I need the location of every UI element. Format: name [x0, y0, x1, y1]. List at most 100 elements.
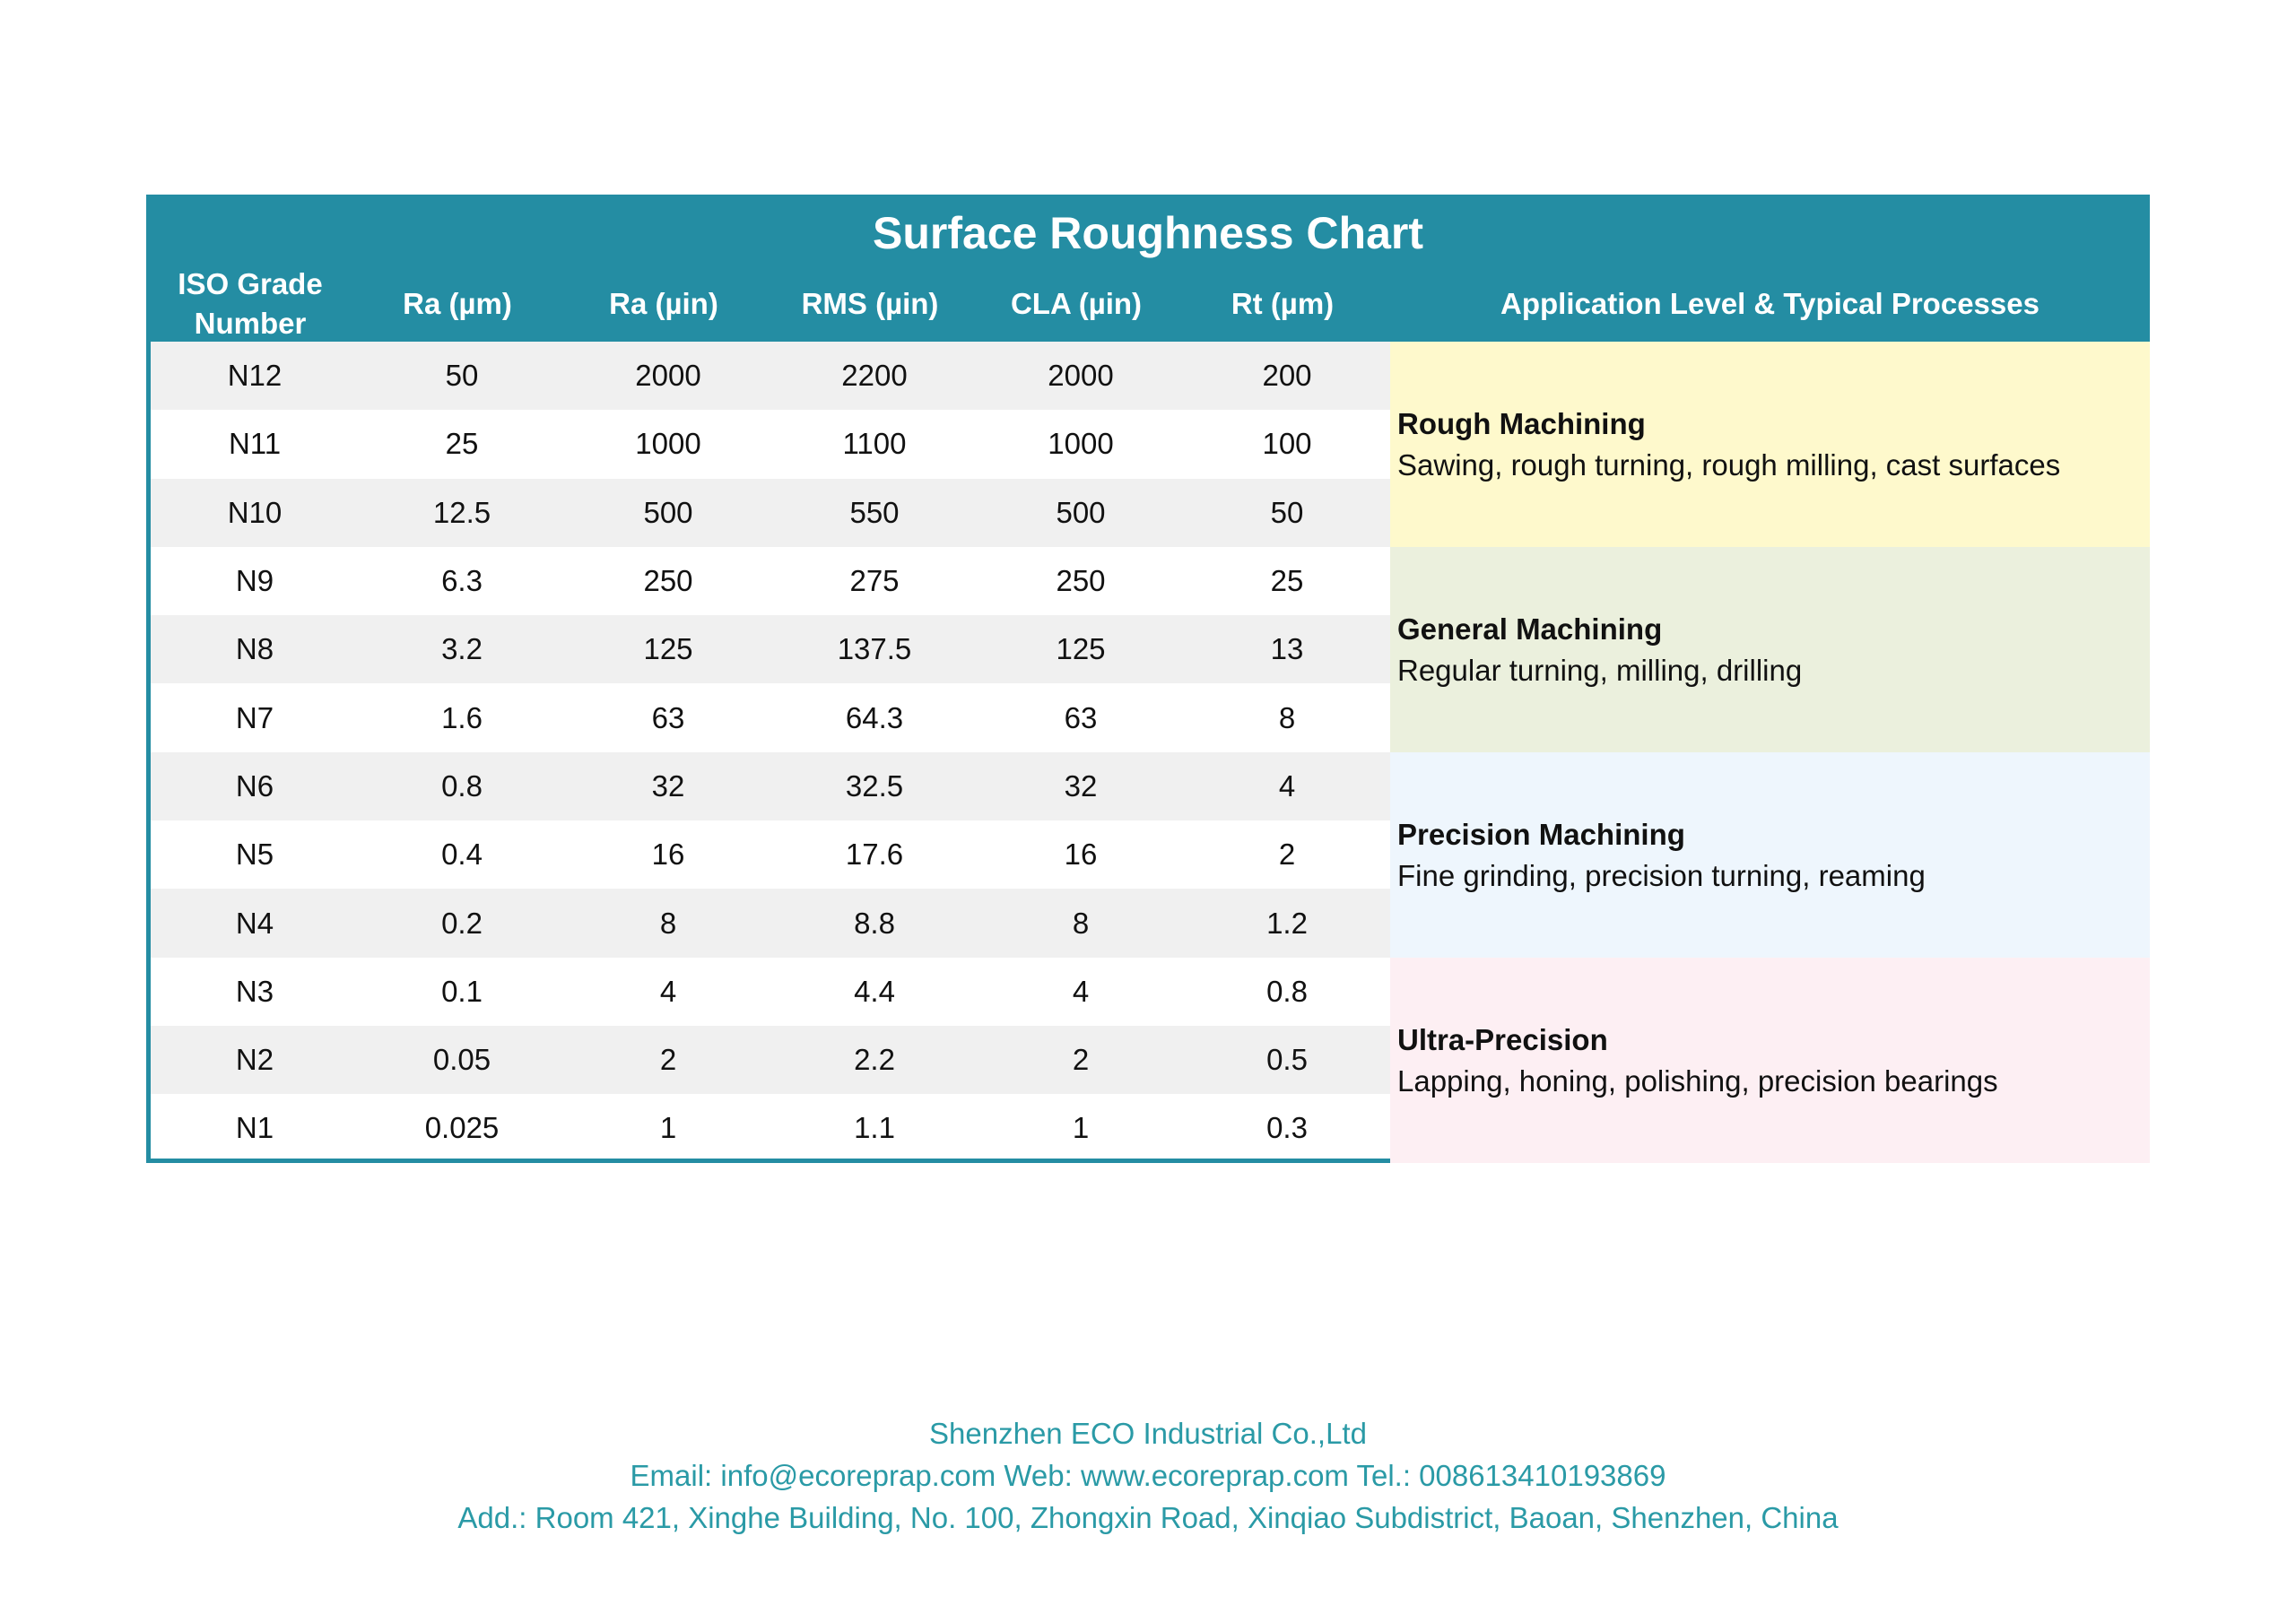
table-cell: 16 [1064, 838, 1098, 872]
footer-address: Add.: Room 421, Xinghe Building, No. 100… [457, 1501, 1839, 1534]
table-row: N1 0.025 1 1.1 1 0.3 [151, 1094, 1390, 1162]
table-cell: N12 [227, 359, 283, 393]
table-cell: 8.8 [854, 906, 895, 940]
table-row: N4 0.2 8 8.8 8 1.2 [151, 889, 1390, 958]
table-cell: N10 [227, 495, 283, 529]
table-row: N6 0.8 32 32.5 32 4 [151, 751, 1390, 821]
table-cell: 16 [651, 838, 685, 872]
table-cell: N4 [235, 906, 274, 940]
table-cell: N7 [235, 700, 274, 734]
application-processes: Sawing, rough turning, rough milling, ca… [1397, 447, 2061, 482]
column-header: Ra (µm) [403, 287, 512, 320]
footer-contact: Email: info@ecoreprap.com Web: www.ecore… [630, 1459, 1666, 1492]
table-cell: 50 [1270, 495, 1304, 529]
application-level: Ultra-Precision Lapping, honing, polishin… [1390, 958, 2150, 1163]
table-row: N2 0.05 2 2.2 2 0.5 [151, 1026, 1390, 1095]
table-cell: 13 [1270, 632, 1304, 666]
table-cell: 6.3 [441, 564, 483, 598]
table-cell: 8 [1278, 700, 1296, 734]
table-cell: 8 [659, 906, 677, 940]
column-header: Rt (µm) [1231, 287, 1335, 320]
table-cell: 1000 [635, 427, 701, 461]
table-cell: 2200 [841, 359, 908, 393]
table-cell: 0.4 [441, 838, 483, 872]
application-title: Ultra-Precision [1397, 1022, 1608, 1056]
table-cell: N2 [235, 1043, 274, 1077]
table-cell: 500 [1056, 495, 1106, 529]
table-cell: 4 [659, 974, 677, 1008]
table-cell: 1.6 [441, 700, 483, 734]
application-processes: Regular turning, milling, drilling [1397, 653, 1803, 687]
table-cell: 0.05 [432, 1043, 491, 1077]
table-cell: 4 [1278, 768, 1296, 803]
application-title: Precision Machining [1397, 817, 1685, 851]
table-cell: 2 [659, 1043, 677, 1077]
column-header: Ra (µin) [609, 287, 718, 320]
application-level: Rough Machining Sawing, rough turning, ro… [1390, 342, 2150, 547]
table-cell: 0.5 [1266, 1043, 1308, 1077]
table-cell: N5 [235, 838, 274, 872]
table-cell: 25 [445, 427, 479, 461]
page-title: Surface Roughness Chart [872, 208, 1423, 258]
table-cell: 63 [1064, 700, 1098, 734]
table-cell: N9 [235, 564, 274, 598]
table-cell: 100 [1262, 427, 1312, 461]
table-cell: 32 [1064, 768, 1098, 803]
footer-company: Shenzhen ECO Industrial Co.,Ltd [929, 1417, 1367, 1450]
table-cell: 0.1 [441, 974, 483, 1008]
table-cell: 2 [1072, 1043, 1090, 1077]
table-header: Surface Roughness Chart ISO Grade Number… [146, 195, 2150, 342]
table-cell: 64.3 [845, 700, 904, 734]
table-cell: 275 [849, 564, 900, 598]
table-cell: 50 [445, 359, 479, 393]
table-cell: 8 [1072, 906, 1090, 940]
column-header: CLA (µin) [1010, 287, 1143, 320]
table-cell: 1 [1072, 1111, 1090, 1145]
table-cell: 250 [643, 564, 693, 598]
table-row: N10 12.5 500 550 500 50 [151, 478, 1390, 547]
table-cell: 550 [849, 495, 900, 529]
table-cell: 63 [651, 700, 685, 734]
table-cell: 1000 [1048, 427, 1114, 461]
table-row: N9 6.3 250 275 250 25 [151, 547, 1390, 615]
table-cell: 1 [659, 1111, 677, 1145]
table-cell: N1 [235, 1111, 274, 1145]
table-row: N8 3.2 125 137.5 125 13 [151, 615, 1390, 684]
table-cell: 2 [1278, 838, 1296, 872]
table-cell: 125 [1056, 632, 1106, 666]
application-processes: Lapping, honing, polishing, precision be… [1397, 1063, 1998, 1098]
table-cell: 0.8 [441, 768, 483, 803]
application-title: General Machining [1397, 612, 1663, 646]
table-cell: 4 [1072, 974, 1090, 1008]
table-cell: N8 [235, 632, 274, 666]
application-title: Rough Machining [1397, 406, 1646, 440]
table-cell: 32.5 [845, 768, 904, 803]
column-header: RMS (µin) [801, 287, 939, 320]
table-row: N12 50 2000 2200 2000 200 [151, 342, 1390, 411]
table-cell: 0.3 [1266, 1111, 1308, 1145]
table-row: N5 0.4 16 17.6 16 2 [151, 820, 1390, 889]
application-processes: Fine grinding, precision turning, reamin… [1397, 858, 1926, 892]
table-cell: 137.5 [837, 632, 912, 666]
table-cell: 0.2 [441, 906, 483, 940]
table-row: N3 0.1 4 4.4 4 0.8 [151, 958, 1390, 1026]
table-cell: 25 [1270, 564, 1304, 598]
table-cell: N3 [235, 974, 274, 1008]
table-cell: 2000 [1048, 359, 1114, 393]
table-cell: 17.6 [845, 838, 904, 872]
table-cell: 32 [651, 768, 685, 803]
table-cell: 4.4 [854, 974, 895, 1008]
column-header: Application Level & Typical Processes [1500, 287, 2039, 320]
table-cell: 0.8 [1266, 974, 1308, 1008]
table-cell: N11 [228, 427, 282, 461]
table-row: N11 25 1000 1100 1000 100 [151, 410, 1390, 478]
table-cell: 125 [643, 632, 693, 666]
column-header: ISO Grade Number [178, 267, 323, 340]
table-row: N7 1.6 63 64.3 63 8 [151, 684, 1390, 752]
table-cell: N6 [235, 768, 274, 803]
table-cell: 1100 [842, 427, 907, 461]
table-cell: 1.2 [1266, 906, 1308, 940]
table-cell: 12.5 [432, 495, 491, 529]
table-cell: 250 [1056, 564, 1106, 598]
table-cell: 500 [643, 495, 693, 529]
